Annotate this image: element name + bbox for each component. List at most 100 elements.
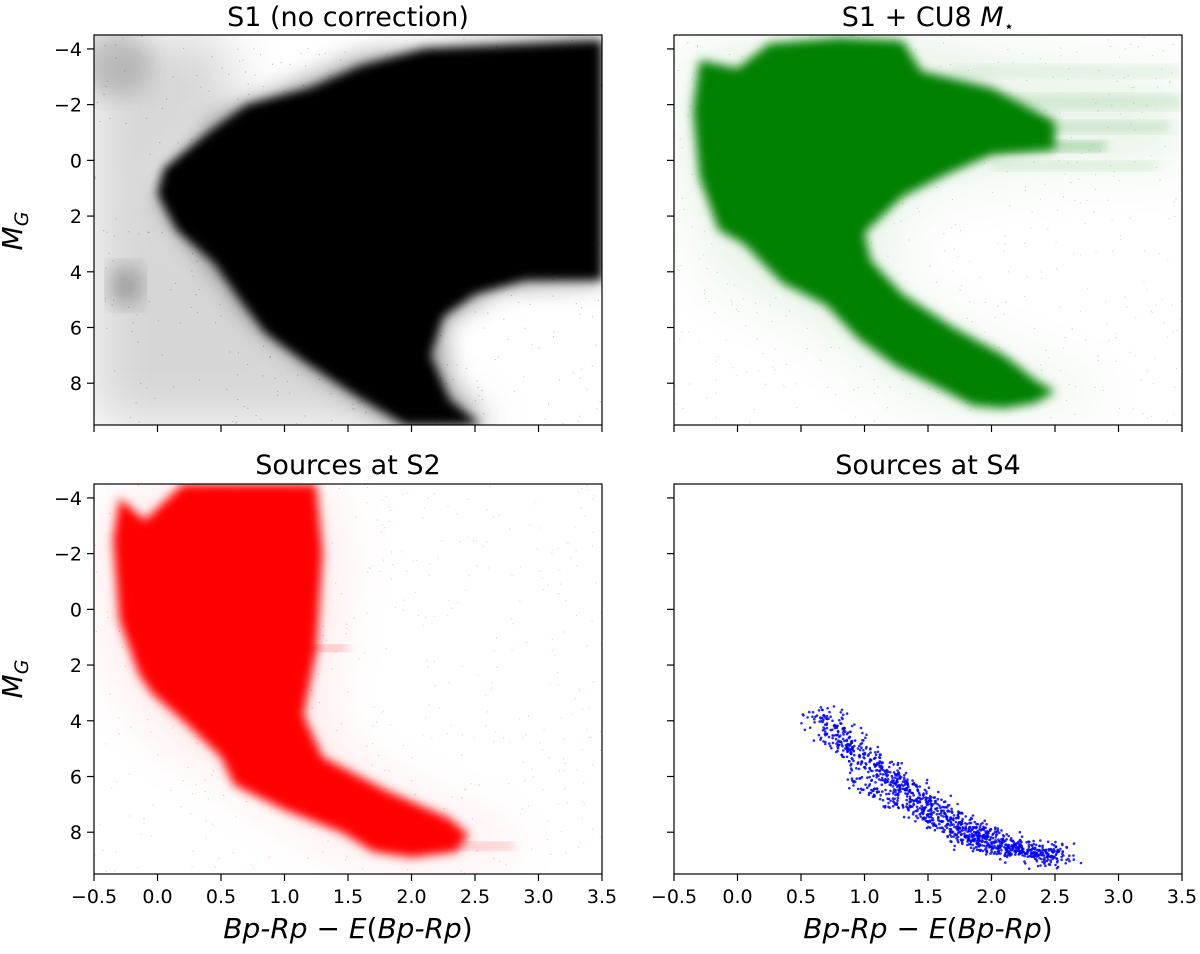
speckle-point [448, 600, 450, 602]
speckle-point [142, 556, 144, 559]
speckle-point [472, 540, 475, 542]
speckle-point [839, 106, 841, 108]
speckle-point [365, 122, 368, 124]
speckle-point [774, 368, 776, 371]
speckle-point [530, 848, 533, 851]
speckle-point [202, 682, 204, 684]
speckle-point [1173, 200, 1175, 203]
star-point [978, 849, 982, 853]
x-tick-label: 3.0 [1103, 886, 1133, 908]
speckle-point [915, 48, 917, 50]
star-point [1029, 849, 1032, 852]
speckle-point [713, 156, 715, 159]
speckle-point [747, 164, 750, 166]
star-point [1042, 858, 1046, 861]
star-point [858, 748, 862, 752]
star-point [986, 831, 990, 834]
star-point [981, 821, 984, 825]
speckle-point [354, 832, 356, 834]
x-tick-label: 0.0 [722, 886, 752, 908]
speckle-point [983, 162, 986, 164]
speckle-point [584, 273, 586, 275]
speckle-point [478, 784, 480, 786]
speckle-point [1172, 43, 1174, 45]
star-point [918, 785, 922, 788]
y-tick-label: −4 [54, 39, 82, 61]
star-point [1039, 839, 1042, 842]
star-point [942, 815, 945, 818]
speckle-point [115, 44, 117, 46]
speckle-point [997, 242, 999, 245]
speckle-point [221, 67, 223, 69]
star-point [993, 850, 997, 854]
star-point [957, 822, 960, 825]
star-point [847, 747, 850, 750]
speckle-point [546, 267, 548, 269]
speckle-point [830, 346, 833, 349]
speckle-point [522, 47, 524, 49]
speckle-point [1167, 260, 1169, 262]
speckle-point [711, 242, 713, 245]
speckle-point [745, 159, 747, 161]
speckle-point [383, 187, 385, 189]
speckle-point [376, 721, 378, 723]
speckle-point [699, 183, 701, 185]
speckle-point [386, 372, 388, 374]
speckle-point [1112, 74, 1114, 77]
star-point [841, 727, 844, 731]
speckle-point [1026, 276, 1028, 278]
speckle-point [218, 649, 220, 651]
speckle-point [985, 301, 987, 304]
speckle-point [1044, 109, 1046, 111]
speckle-point [959, 86, 961, 88]
density-cloud [674, 35, 1182, 425]
speckle-point [208, 199, 211, 201]
speckle-point [1032, 113, 1034, 115]
star-point [952, 814, 956, 817]
star-point [956, 831, 960, 835]
speckle-point [1166, 336, 1169, 338]
star-point [861, 731, 864, 735]
speckle-point [565, 541, 568, 544]
speckle-point [835, 394, 837, 396]
speckle-point [231, 751, 234, 753]
star-point [944, 814, 948, 818]
speckle-point [424, 223, 426, 226]
speckle-point [522, 736, 524, 739]
speckle-point [288, 92, 291, 94]
speckle-point [297, 774, 299, 776]
speckle-point [407, 869, 409, 871]
x-axis: −0.5 0.0 0.5 1.0 1.5 2.0 2.5 3.0 3.5 [651, 874, 1197, 908]
density-halo [94, 35, 501, 425]
star-point [907, 808, 910, 812]
star-point [984, 853, 988, 856]
density-streak [928, 94, 1182, 109]
speckle-point [971, 321, 973, 323]
speckle-point [322, 851, 324, 853]
star-point [929, 815, 933, 819]
speckle-point [536, 211, 538, 213]
speckle-point [591, 620, 593, 622]
speckle-point [495, 731, 497, 733]
speckle-point [270, 500, 272, 502]
speckle-point [850, 51, 852, 53]
star-point [938, 819, 941, 823]
speckle-point [287, 590, 289, 592]
star-point [936, 809, 939, 813]
star-point [902, 815, 906, 819]
speckle-point [182, 780, 184, 782]
speckle-point [581, 54, 583, 56]
speckle-point [436, 393, 439, 396]
star-point [965, 834, 969, 837]
speckle-point [1134, 161, 1136, 163]
speckle-point [1110, 45, 1112, 47]
speckle-point [1033, 328, 1036, 330]
speckle-point [313, 174, 315, 177]
speckle-point [296, 93, 298, 95]
speckle-point [682, 408, 684, 410]
star-point [900, 761, 903, 765]
speckle-point [395, 383, 397, 385]
speckle-point [269, 605, 271, 607]
speckle-point [150, 835, 152, 837]
speckle-point [406, 803, 408, 805]
